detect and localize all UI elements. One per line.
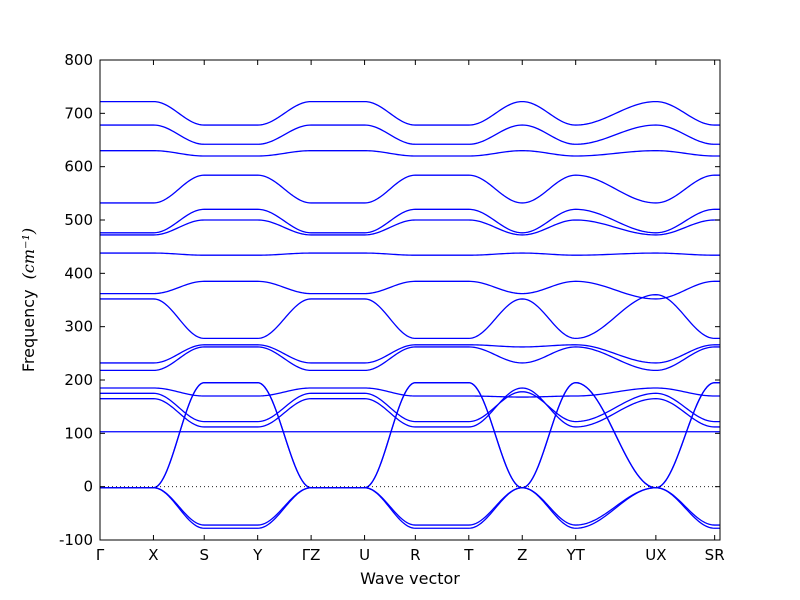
- x-tick-label: S: [199, 546, 209, 564]
- y-tick-label: 200: [64, 371, 93, 389]
- band-line-15: [100, 208, 720, 234]
- y-tick-label: 700: [64, 104, 93, 122]
- y-tick-label: -100: [59, 531, 93, 549]
- x-tick-label: X: [148, 546, 158, 564]
- y-axis-title-unit: (cm⁻¹): [19, 228, 38, 279]
- x-tick-label: Y: [252, 546, 263, 564]
- y-axis-title-text: Frequency: [19, 289, 38, 372]
- band-line-18: [100, 124, 720, 145]
- y-axis-title: Frequency (cm⁻¹): [19, 228, 38, 372]
- band-line-1: [100, 487, 720, 529]
- plot-frame: [99, 59, 721, 541]
- band-line-4: [100, 382, 720, 489]
- y-tick-label: 400: [64, 264, 93, 282]
- band-line-7: [100, 391, 720, 423]
- y-tick-label: 100: [64, 424, 93, 442]
- band-line-9: [100, 346, 720, 372]
- series-layer: [100, 100, 720, 529]
- x-tick-label: Γ: [96, 546, 105, 564]
- y-tick-label: 600: [64, 158, 93, 176]
- band-line-10: [100, 344, 720, 364]
- x-tick-label: YT: [566, 546, 586, 564]
- band-line-13: [100, 252, 720, 256]
- y-tick-label: 300: [64, 318, 93, 336]
- x-tick-label: UX: [645, 546, 666, 564]
- band-line-14: [100, 219, 720, 236]
- band-line-17: [100, 150, 720, 157]
- band-line-3: [100, 382, 720, 489]
- y-axis-title-group: Frequency (cm⁻¹): [19, 228, 38, 372]
- x-tick-label: U: [359, 546, 370, 564]
- x-axis: Γ X S Y ΓZ U R T Z YT UX SR: [96, 60, 725, 564]
- band-line-2: [100, 487, 720, 526]
- band-line-8: [100, 387, 720, 398]
- y-tick-label: 500: [64, 211, 93, 229]
- y-axis: -100 0 100 200 300 400 500 600 700 800: [59, 51, 720, 549]
- band-line-16: [100, 174, 720, 204]
- y-tick-label: 0: [83, 478, 93, 496]
- y-tick-label: 800: [64, 51, 93, 69]
- x-tick-label: SR: [705, 546, 725, 564]
- band-line-6: [100, 387, 720, 428]
- band-line-12: [100, 280, 720, 300]
- band-line-11: [100, 294, 720, 340]
- x-tick-label: Z: [517, 546, 527, 564]
- x-tick-label: T: [463, 546, 474, 564]
- band-line-19: [100, 100, 720, 126]
- x-axis-title: Wave vector: [360, 569, 460, 588]
- x-tick-label: ΓZ: [302, 546, 321, 564]
- x-tick-label: R: [410, 546, 420, 564]
